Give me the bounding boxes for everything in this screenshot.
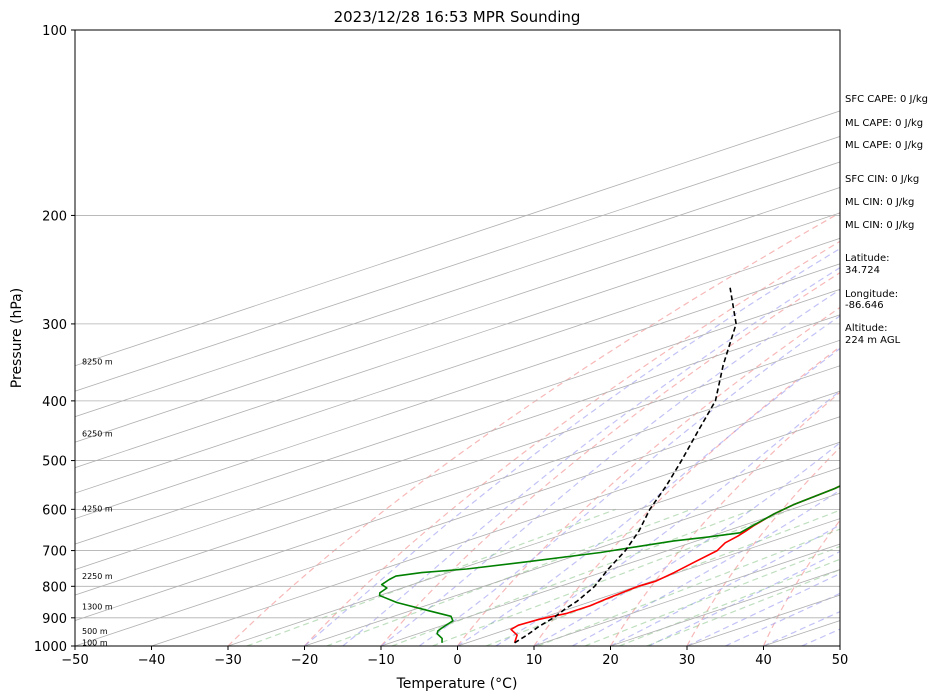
dewpoint-line [378, 485, 840, 643]
info-label: Latitude: [845, 253, 890, 264]
x-tick-label: 20 [602, 653, 619, 668]
info-label: ML CIN: 0 J/kg [845, 197, 914, 208]
isotherm-line [75, 390, 840, 646]
mixing-ratio-line [326, 508, 692, 646]
x-tick-label: −20 [291, 653, 318, 668]
x-tick-label: 40 [755, 653, 772, 668]
dry-adiabat-line [380, 271, 840, 646]
info-label: 34.724 [845, 265, 880, 276]
dry-adiabat-line [304, 240, 840, 646]
height-label: 4250 m [82, 504, 113, 513]
isotherm-line [457, 518, 840, 646]
x-tick-label: 30 [679, 653, 696, 668]
y-tick-label: 900 [42, 612, 67, 627]
plot-frame [74, 29, 841, 647]
x-axis-label: Temperature (°C) [396, 676, 518, 692]
mixing-ratio-line [619, 558, 840, 646]
y-tick-label: 600 [42, 503, 67, 518]
height-label: 100 m [82, 638, 108, 647]
y-tick-label: 200 [42, 209, 67, 224]
moist-adiabat-line [457, 347, 840, 646]
y-tick-label: 100 [42, 24, 67, 39]
moist-adiabat-line [725, 592, 840, 646]
x-tick-label: −30 [214, 653, 241, 668]
isotherm-line [75, 212, 840, 469]
info-label: Longitude: [845, 289, 898, 300]
isotherm-line [75, 263, 840, 520]
info-label: ML CIN: 0 J/kg [845, 220, 914, 231]
x-tick-label: −10 [367, 653, 394, 668]
parcel-path-line [514, 287, 737, 644]
info-label: Altitude: [845, 323, 887, 334]
x-tick-label: −50 [61, 653, 88, 668]
moist-adiabat-line [686, 572, 840, 646]
info-label: 224 m AGL [845, 335, 901, 346]
x-tick-label: 10 [526, 653, 543, 668]
info-label: -86.646 [845, 300, 884, 311]
isotherm-line [75, 314, 840, 570]
dry-adiabat-line [686, 446, 840, 646]
info-label: ML CAPE: 0 J/kg [845, 140, 923, 151]
y-tick-label: 500 [42, 455, 67, 470]
series-layer [378, 287, 840, 644]
mixing-ratio-line [432, 508, 792, 646]
isotherm-line [75, 237, 840, 494]
chart-title: 2023/12/28 16:53 MPR Sounding [334, 8, 581, 26]
isotherm-line [151, 416, 840, 646]
info-label: SFC CAPE: 0 J/kg [845, 94, 928, 105]
x-tick-label: 50 [832, 653, 849, 668]
info-label: SFC CIN: 0 J/kg [845, 174, 919, 185]
moist-adiabat-line [342, 266, 840, 646]
y-tick-label: 300 [42, 318, 67, 333]
y-tick-label: 700 [42, 545, 67, 560]
mixing-ratio-line [485, 509, 840, 646]
y-tick-label: 800 [42, 580, 67, 595]
isotherm-line [75, 339, 840, 596]
y-tick-label: 400 [42, 395, 67, 410]
isotherm-line [75, 288, 840, 545]
height-label: 6250 m [82, 430, 113, 439]
isotherm-line [227, 441, 840, 646]
x-tick-label: 0 [453, 653, 461, 668]
isotherm-line [75, 110, 840, 367]
mixing-ratio-line [646, 569, 840, 646]
dry-adiabat-line [533, 346, 840, 646]
mixing-ratio-line [391, 508, 754, 646]
height-label: 2250 m [82, 572, 113, 581]
x-tick-label: −40 [138, 653, 165, 668]
isotherm-line [75, 365, 840, 621]
y-axis-ticks: 1000 900 800 700 600 500 400 300 200 100 [34, 24, 75, 655]
info-panel: SFC CAPE: 0 J/kg ML CAPE: 0 J/kg ML CAPE: … [845, 94, 928, 346]
isotherm-line [304, 467, 840, 646]
grid-lines [75, 30, 840, 646]
height-label: 8250 m [82, 357, 113, 366]
moist-adiabat-line [572, 489, 840, 646]
moist-adiabat-line [495, 389, 840, 646]
moist-adiabat-line [610, 524, 840, 646]
isotherm-line [75, 186, 840, 443]
mixing-ratio-line [537, 528, 840, 646]
height-label: 1300 m [82, 602, 113, 611]
y-tick-label: 1000 [34, 640, 67, 655]
info-label: ML CAPE: 0 J/kg [845, 118, 923, 129]
x-axis-ticks: −50 −40 −30 −20 −10 0 10 20 30 40 50 [61, 646, 848, 668]
dry-adiabat-line [227, 211, 840, 646]
y-axis-label: Pressure (hPa) [9, 288, 25, 388]
height-labels: 100 m 500 m 1300 m 2250 m 4250 m 6250 m 8250 m [82, 357, 113, 647]
isotherm-line [75, 161, 840, 418]
height-label: 500 m [82, 627, 108, 636]
isotherm-line [380, 492, 840, 646]
isotherm-line [75, 136, 840, 392]
moist-adiabat-line [418, 315, 840, 646]
